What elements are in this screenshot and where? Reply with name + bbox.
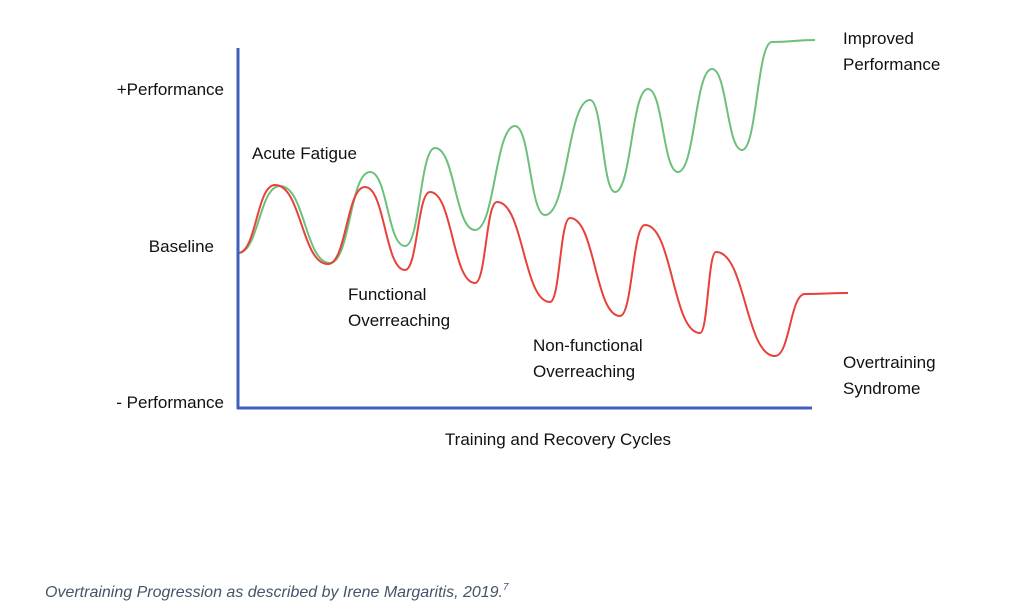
annotation: Overtraining [843,353,936,372]
y-label: +Performance [117,80,224,99]
annotation: Acute Fatigue [252,144,357,163]
annotation: Non-functional [533,336,643,355]
annotation: Improved [843,29,914,48]
y-label: Baseline [149,237,214,256]
annotation: Performance [843,55,940,74]
annotation: Functional [348,285,426,304]
caption-superscript: 7 [503,582,509,593]
annotation: Overreaching [533,362,635,381]
annotation: Overreaching [348,311,450,330]
y-label: - Performance [116,393,224,412]
caption: Overtraining Progression as described by… [45,582,509,601]
caption-text: Overtraining Progression as described by… [45,584,503,601]
annotation: Syndrome [843,379,920,398]
x-label: Training and Recovery Cycles [445,430,671,449]
overtraining-curve [237,183,849,358]
